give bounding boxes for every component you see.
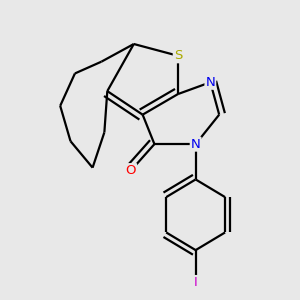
Text: I: I [194, 276, 197, 289]
Text: N: N [206, 76, 215, 89]
Text: S: S [174, 49, 182, 62]
Text: N: N [191, 138, 200, 151]
Text: O: O [126, 164, 136, 177]
